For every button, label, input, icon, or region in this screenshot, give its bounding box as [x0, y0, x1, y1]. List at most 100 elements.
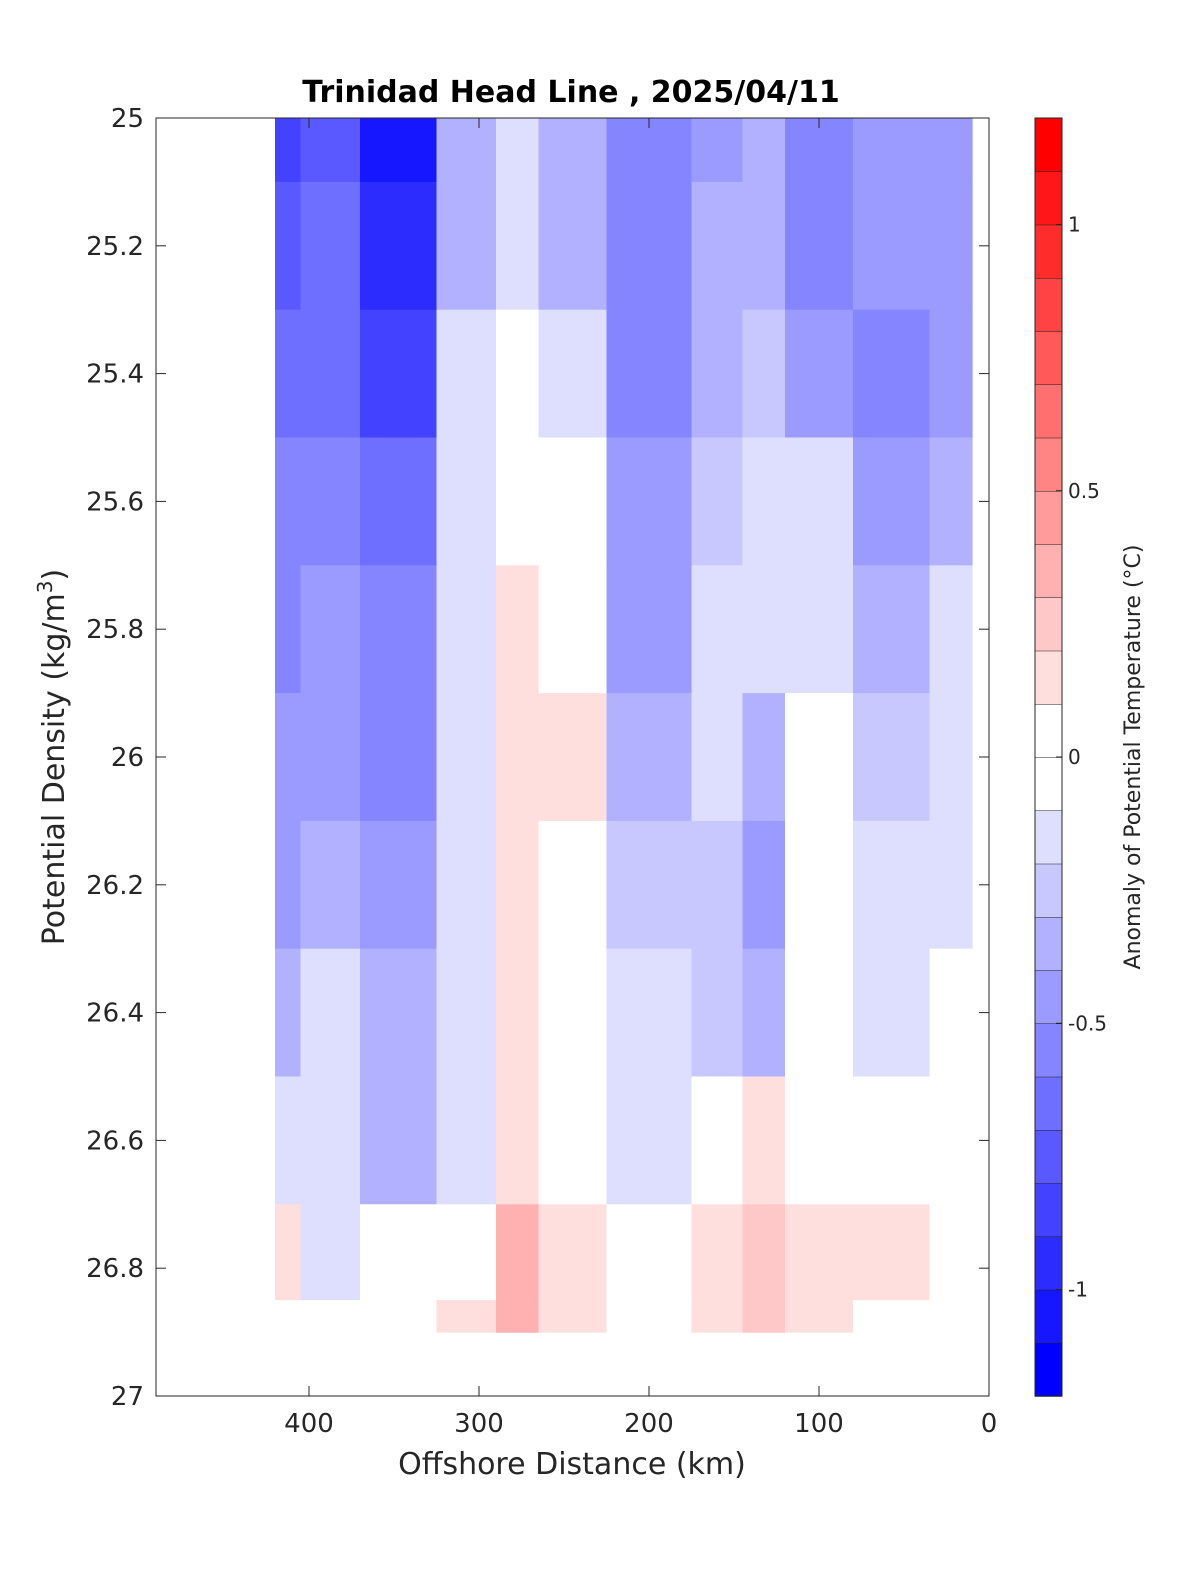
heatmap-cell: [300, 948, 361, 1078]
x-tick-label: 0: [981, 1409, 998, 1439]
colorbar-label: Anomaly of Potential Temperature (°C): [1121, 545, 1146, 970]
heatmap-cell: [538, 309, 608, 439]
colorbar-tick-label: -1: [1068, 1278, 1088, 1302]
colorbar-segment: [1034, 597, 1063, 652]
heatmap-cell: [538, 948, 608, 1078]
heatmap-cell: [606, 181, 693, 311]
y-tick-label: 27: [111, 1382, 144, 1412]
heatmap-cell: [436, 1076, 497, 1205]
heatmap-cell: [929, 820, 973, 950]
heatmap-cell: [929, 181, 973, 311]
heatmap-cell: [538, 1204, 608, 1301]
heatmap-cell: [606, 565, 693, 694]
heatmap-cell: [691, 693, 744, 822]
heatmap-cell: [742, 948, 786, 1078]
heatmap-cell: [436, 820, 497, 950]
heatmap-cell: [275, 1076, 302, 1205]
colorbar-segments: [1034, 117, 1063, 1397]
heatmap-cell: [742, 1076, 786, 1205]
heatmap-cell: [275, 565, 302, 694]
heatmap-cell: [275, 118, 302, 183]
heatmap-cell: [929, 1076, 973, 1205]
heatmap-cell: [929, 1300, 973, 1333]
x-axis-label: Offshore Distance (km): [398, 1447, 746, 1482]
heatmap-cell: [300, 565, 361, 694]
heatmap-cell: [360, 693, 438, 822]
heatmap-cell: [929, 309, 973, 439]
heatmap-cell: [300, 1300, 361, 1333]
colorbar-segment: [1034, 1289, 1063, 1344]
heatmap-cell: [360, 309, 438, 439]
heatmap-cell: [742, 309, 786, 439]
heatmap-cell: [785, 309, 854, 439]
heatmap-cell: [785, 437, 854, 566]
heatmap-cell: [929, 437, 973, 566]
heatmap-cell: [691, 181, 744, 311]
colorbar-segment: [1034, 756, 1063, 811]
heatmap-cell: [929, 118, 973, 183]
heatmap-cell: [742, 1300, 786, 1333]
colorbar-segment: [1034, 543, 1063, 598]
heatmap-cell: [853, 181, 931, 311]
heatmap-cell: [538, 693, 608, 822]
heatmap-cell: [929, 1204, 973, 1301]
heatmap-cell: [538, 820, 608, 950]
heatmap-cell: [691, 437, 744, 566]
heatmap-cell: [275, 437, 302, 566]
heatmap-cell: [538, 1076, 608, 1205]
heatmap-cell: [538, 181, 608, 311]
colorbar-segment: [1034, 969, 1063, 1024]
colorbar-segment: [1034, 490, 1063, 545]
colorbar-segment: [1034, 1023, 1063, 1078]
heatmap-cell: [436, 309, 497, 439]
heatmap-cell: [496, 948, 540, 1078]
y-tick-label: 26: [111, 743, 144, 773]
heatmap-cell: [785, 565, 854, 694]
heatmap-cell: [606, 1204, 693, 1301]
heatmap-cell: [853, 820, 931, 950]
heatmap-cell: [496, 693, 540, 822]
colorbar-segment: [1034, 810, 1063, 865]
heatmap-cell: [785, 118, 854, 183]
heatmap-cell: [436, 1300, 497, 1333]
colorbar-segment: [1034, 1236, 1063, 1291]
heatmap-cell: [853, 1300, 931, 1333]
colorbar-segment: [1034, 1342, 1063, 1397]
heatmap-cell: [606, 1076, 693, 1205]
heatmap-cell: [785, 1204, 854, 1301]
heatmap-cell: [360, 118, 438, 183]
heatmap-cell: [360, 1300, 438, 1333]
heatmap-cell: [785, 1300, 854, 1333]
chart-title: Trinidad Head Line , 2025/04/11: [302, 75, 839, 110]
heatmap-cell: [742, 181, 786, 311]
heatmap-cell: [785, 820, 854, 950]
heatmap-cell: [496, 820, 540, 950]
heatmap-cell: [496, 309, 540, 439]
colorbar-segment: [1034, 1182, 1063, 1237]
heatmap-cell: [360, 565, 438, 694]
heatmap-cell: [691, 820, 744, 950]
heatmap-cell: [853, 948, 931, 1078]
colorbar-segment: [1034, 330, 1063, 385]
colorbar-segment: [1034, 703, 1063, 758]
heatmap-cell: [853, 309, 931, 439]
heatmap-cell: [300, 1204, 361, 1301]
heatmap-cell: [538, 1300, 608, 1333]
colorbar-segment: [1034, 1076, 1063, 1131]
colorbar-segment: [1034, 171, 1063, 226]
heatmap-cell: [853, 118, 931, 183]
heatmap-cell: [300, 820, 361, 950]
colorbar-tick-label: 1: [1068, 213, 1081, 237]
heatmap-cell: [360, 948, 438, 1078]
heatmap-cell: [538, 118, 608, 183]
heatmap-cell: [360, 181, 438, 311]
heatmap-cell: [853, 693, 931, 822]
heatmap-cell: [742, 437, 786, 566]
heatmap-cell: [436, 948, 497, 1078]
heatmap-cell: [496, 118, 540, 183]
heatmap-cell: [275, 948, 302, 1078]
y-tick-label: 26.2: [86, 871, 144, 901]
colorbar: 1 0.5 0 -0.5 -1: [1034, 117, 1107, 1397]
heatmap-cell: [742, 118, 786, 183]
heatmap-cell: [929, 565, 973, 694]
